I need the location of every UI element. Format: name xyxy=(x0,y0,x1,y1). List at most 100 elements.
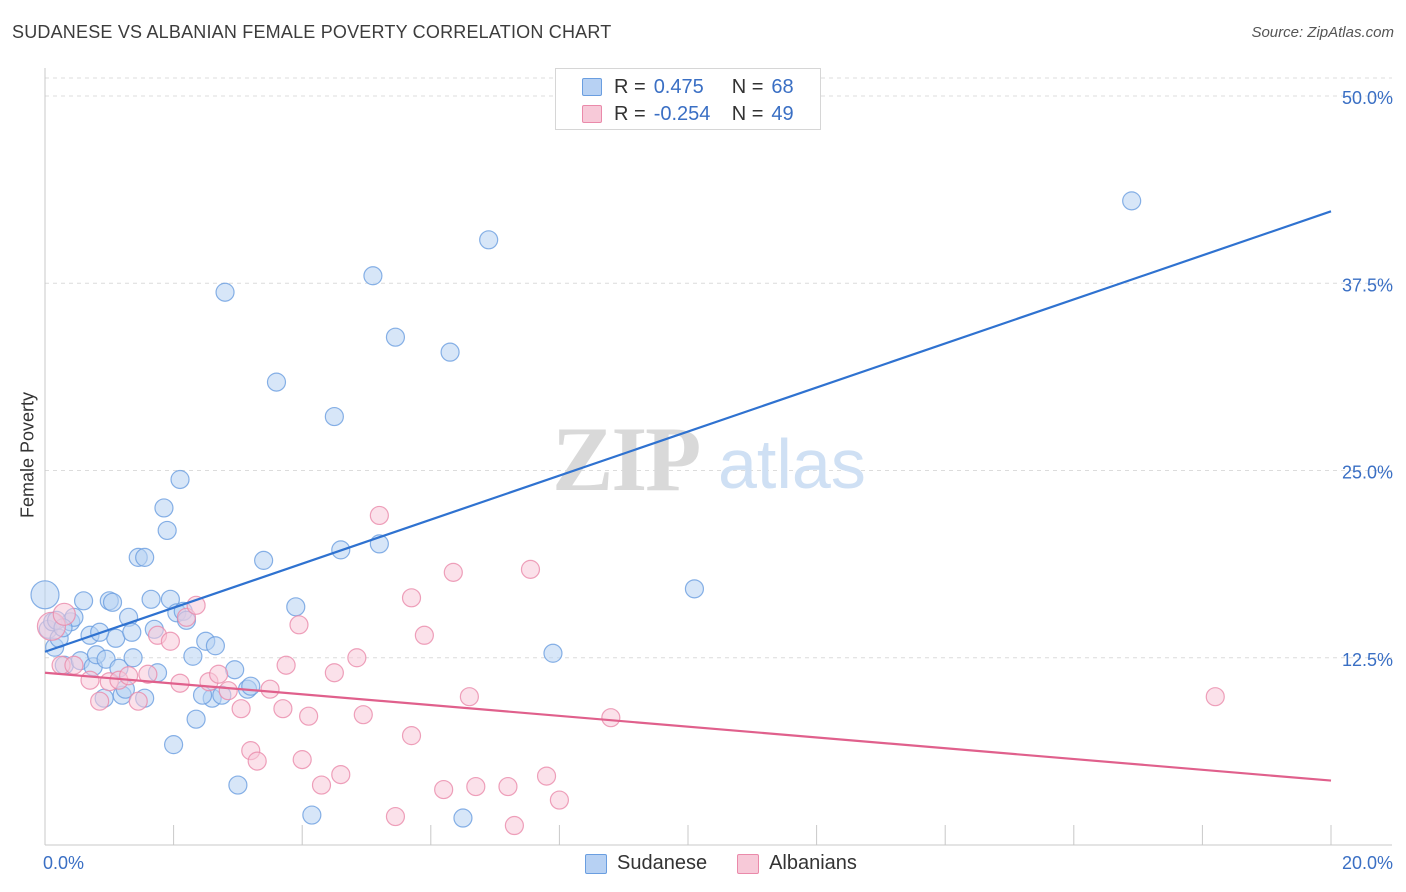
data-point xyxy=(247,751,267,771)
data-point xyxy=(459,687,479,707)
data-point xyxy=(164,735,184,755)
data-point xyxy=(183,646,203,666)
data-point xyxy=(90,691,110,711)
data-point xyxy=(186,709,206,729)
data-point xyxy=(228,775,248,795)
data-point xyxy=(453,808,473,828)
data-point xyxy=(73,591,94,611)
data-point xyxy=(80,670,100,690)
data-point xyxy=(536,766,557,786)
data-point xyxy=(369,505,389,526)
legend-label-sudanese: Sudanese xyxy=(617,852,708,874)
axes xyxy=(44,68,1392,846)
data-point xyxy=(154,498,174,518)
legend-n-value: 49 xyxy=(771,102,794,125)
correlation-legend: R = 0.475 N = 68 R = -0.254 N = 49 xyxy=(555,68,821,130)
tick-labels: 12.5% 25.0% 37.5% 50.0% 0.0% 20.0% xyxy=(43,88,1393,873)
data-point xyxy=(225,660,245,680)
data-point xyxy=(401,588,422,608)
data-point xyxy=(170,469,190,490)
data-point xyxy=(347,648,367,668)
data-point xyxy=(292,750,312,770)
data-point xyxy=(299,706,319,726)
data-point xyxy=(543,643,563,663)
y-tick-label: 37.5% xyxy=(1342,275,1393,295)
data-point xyxy=(302,805,322,825)
data-point xyxy=(118,666,139,686)
legend-swatch-albanians xyxy=(582,105,602,123)
data-point xyxy=(254,550,274,570)
source-label: Source: ZipAtlas.com xyxy=(1251,24,1394,41)
legend-item-sudanese[interactable]: Sudanese xyxy=(585,852,707,875)
grid-lines xyxy=(45,77,1392,659)
legend-r-label: R = xyxy=(614,75,646,98)
legend-row-sudanese: R = 0.475 N = 68 xyxy=(582,74,794,100)
data-point xyxy=(684,579,705,599)
data-point xyxy=(160,631,180,651)
legend-r-value: -0.254 xyxy=(653,102,711,125)
data-point xyxy=(1122,191,1142,211)
data-point xyxy=(443,562,463,582)
data-point xyxy=(324,406,344,427)
series-albanians xyxy=(36,505,1225,836)
legend-n-label: N = xyxy=(731,75,764,98)
data-point xyxy=(276,655,296,675)
data-point xyxy=(30,580,60,610)
data-point xyxy=(289,615,309,635)
data-point xyxy=(273,699,293,719)
data-point xyxy=(64,655,84,675)
watermark-zip: ZIP xyxy=(552,408,699,510)
data-point xyxy=(135,547,155,567)
y-tick-label: 50.0% xyxy=(1342,88,1393,108)
data-point xyxy=(52,602,76,626)
data-point xyxy=(218,681,238,701)
data-point xyxy=(205,636,225,656)
data-point xyxy=(311,775,332,795)
y-tick-label: 25.0% xyxy=(1342,463,1393,483)
data-point xyxy=(385,806,406,827)
legend-r-value: 0.475 xyxy=(653,75,704,98)
data-point xyxy=(141,589,161,609)
data-point xyxy=(440,342,460,362)
data-point xyxy=(479,230,499,250)
data-point xyxy=(434,779,454,800)
trend-lines xyxy=(44,210,1332,782)
data-point xyxy=(353,705,373,725)
data-point xyxy=(260,679,280,699)
series-legend: Sudanese Albanians xyxy=(585,852,887,875)
data-point xyxy=(1205,687,1225,707)
data-point xyxy=(138,664,158,684)
data-point xyxy=(106,628,126,648)
data-point xyxy=(466,776,486,797)
data-point xyxy=(102,592,123,612)
data-point xyxy=(122,622,142,642)
legend-r-label: R = xyxy=(614,102,646,125)
data-point xyxy=(215,282,235,302)
trend-line-albanians xyxy=(44,671,1332,782)
legend-item-albanians[interactable]: Albanians xyxy=(737,852,857,875)
legend-swatch-sudanese xyxy=(585,853,607,874)
data-point xyxy=(331,764,351,785)
watermark: ZIP atlas xyxy=(552,408,866,510)
data-point xyxy=(241,676,261,696)
data-point xyxy=(209,664,229,684)
y-tick-label: 12.5% xyxy=(1342,650,1393,670)
chart-title: SUDANESE VS ALBANIAN FEMALE POVERTY CORR… xyxy=(12,22,612,42)
data-point xyxy=(601,708,621,728)
x-tick-label: 20.0% xyxy=(1342,853,1393,873)
data-point xyxy=(363,266,383,286)
data-point xyxy=(266,372,287,392)
data-point xyxy=(520,559,541,579)
data-point xyxy=(504,815,524,836)
data-points xyxy=(30,191,1225,836)
data-point xyxy=(128,691,148,711)
watermark-atlas: atlas xyxy=(718,425,866,503)
legend-n-label: N = xyxy=(731,102,764,125)
data-point xyxy=(123,648,143,668)
legend-swatch-sudanese xyxy=(582,78,602,96)
data-point xyxy=(385,327,406,347)
data-point xyxy=(231,699,251,719)
y-axis-label: Female Poverty xyxy=(17,391,38,519)
x-tick-label: 0.0% xyxy=(43,853,84,873)
data-point xyxy=(414,625,434,645)
